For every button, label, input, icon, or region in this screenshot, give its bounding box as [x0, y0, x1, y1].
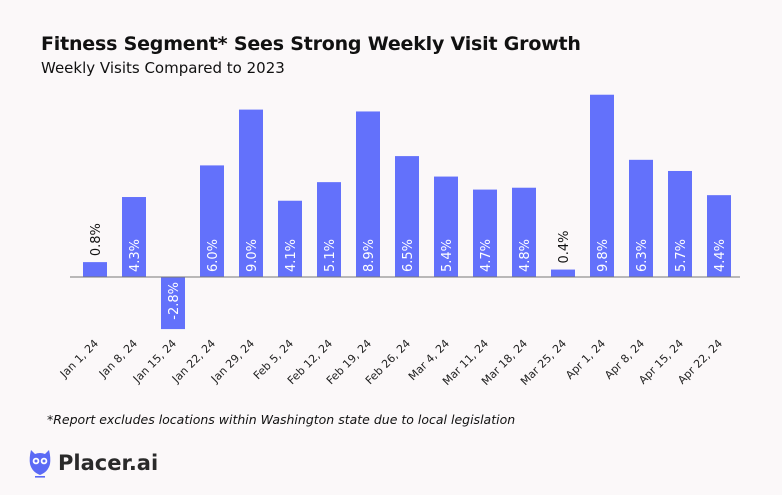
logo-text: Placer.ai	[58, 451, 159, 475]
bar-chart: 0.8%Jan 1, 244.3%Jan 8, 24-2.8%Jan 15, 2…	[57, 94, 740, 388]
bar	[356, 111, 380, 278]
bar	[707, 195, 731, 277]
bar	[83, 262, 107, 277]
bar	[512, 187, 536, 277]
data-label: -2.8%	[167, 282, 182, 320]
data-label: 5.7%	[674, 239, 689, 272]
chart-title: Fitness Segment* Sees Strong Weekly Visi…	[41, 33, 581, 55]
data-label: 4.4%	[713, 239, 728, 272]
bar	[200, 165, 224, 277]
data-label: 6.0%	[206, 239, 221, 272]
data-label: 6.3%	[635, 239, 650, 272]
bar	[395, 156, 419, 277]
bar	[278, 200, 302, 277]
data-label: 0.4%	[557, 231, 572, 264]
chart-subtitle: Weekly Visits Compared to 2023	[41, 59, 285, 77]
data-label: 4.1%	[284, 239, 299, 272]
data-label: 6.5%	[401, 239, 416, 272]
placer-logo: Placer.ai	[28, 448, 158, 478]
data-label: 9.8%	[596, 239, 611, 272]
bar	[629, 159, 653, 277]
bar	[473, 189, 497, 277]
bar	[317, 182, 341, 277]
owl-logo-icon	[29, 450, 51, 478]
data-label: 4.3%	[128, 239, 143, 272]
bar	[590, 94, 614, 277]
x-tick-label: Jan 1, 24	[57, 337, 101, 381]
x-tick-label: Apr 1, 24	[563, 337, 608, 382]
bar	[161, 277, 185, 330]
data-label: 5.1%	[323, 239, 338, 272]
data-label: 4.7%	[479, 239, 494, 272]
data-label: 8.9%	[362, 239, 377, 272]
bar	[668, 170, 692, 277]
bar	[122, 197, 146, 277]
footnote: *Report excludes locations within Washin…	[47, 412, 516, 427]
data-label: 0.8%	[89, 223, 104, 256]
data-label: 5.4%	[440, 239, 455, 272]
bar	[551, 269, 575, 277]
data-label: 4.8%	[518, 239, 533, 272]
bar	[239, 109, 263, 277]
bar	[434, 176, 458, 277]
data-label: 9.0%	[245, 239, 260, 272]
